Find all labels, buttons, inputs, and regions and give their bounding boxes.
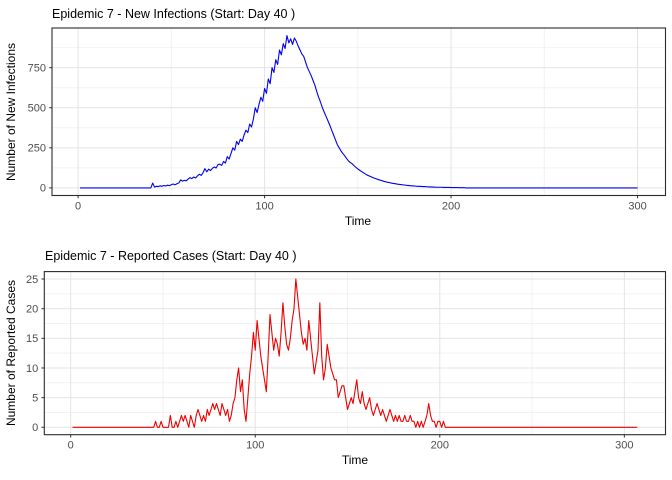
y-axis-title: Number of Reported Cases: [4, 279, 18, 427]
y-tick-label: 500: [28, 103, 46, 115]
y-tick-label: 15: [26, 333, 38, 345]
reported-cases-chart-canvas: 0 100 200 300 0 5 10 15 20 25: [26, 271, 667, 452]
new-infections-chart-canvas: 0 100 200 300 0 250 500 750: [28, 27, 667, 213]
y-tick-label: 750: [28, 62, 46, 74]
y-tick-label: 20: [26, 303, 38, 315]
reported-cases-chart: 0 100 200 300 0 5 10 15 20 25 Epidemic 7 - Report…: [0, 240, 672, 480]
x-tick-label: 0: [68, 440, 74, 452]
y-tick-label: 5: [32, 392, 38, 404]
x-tick-label: 200: [431, 440, 449, 452]
x-tick-label: 300: [615, 440, 633, 452]
x-axis-title: Time: [344, 214, 372, 228]
panel-border: [51, 27, 667, 197]
x-tick-label: 100: [246, 440, 264, 452]
x-axis-title: Time: [341, 453, 369, 467]
y-tick-label: 0: [40, 183, 46, 195]
x-tick-label: 200: [442, 201, 460, 213]
x-tick-label: 300: [628, 201, 646, 213]
x-tick-label: 100: [255, 201, 273, 213]
new-infections-chart: 0 100 200 300 0 250 500 750 Epidemic 7 - New In…: [4, 7, 667, 228]
chart-title: Epidemic 7 - Reported Cases (Start: Day …: [45, 249, 297, 263]
y-tick-label: 250: [28, 143, 46, 155]
y-axis-title: Number of New Infections: [4, 42, 18, 182]
x-tick-label: 0: [75, 201, 81, 213]
chart-title: Epidemic 7 - New Infections (Start: Day …: [52, 7, 296, 21]
y-tick-label: 0: [32, 422, 38, 434]
y-tick-label: 10: [26, 363, 38, 375]
series-line-new-infections: [79, 35, 638, 189]
panel-border: [43, 271, 667, 436]
series-line-reported-cases: [72, 278, 638, 428]
y-tick-label: 25: [26, 274, 38, 286]
